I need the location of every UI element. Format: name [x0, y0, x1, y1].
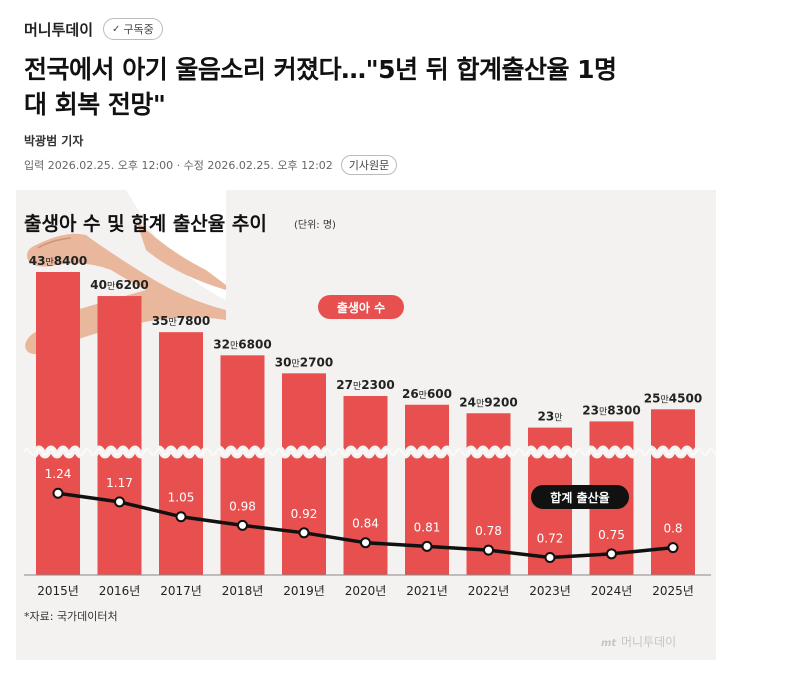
bar-value-label: 25만4500: [644, 391, 702, 405]
x-tick-label: 2021년: [406, 584, 448, 598]
tfr-point: [421, 540, 433, 552]
tfr-value-label: 0.98: [229, 499, 256, 513]
article-header: 머니투데이 ✓ 구독중 전국에서 아기 울음소리 커졌다…"5년 뒤 합계출산율…: [24, 18, 780, 175]
article-meta: 입력 2026.02.25. 오후 12:00 · 수정 2026.02.25.…: [24, 155, 780, 175]
tfr-value-label: 0.81: [414, 520, 441, 534]
tfr-value-label: 1.24: [45, 467, 72, 481]
tfr-point: [667, 542, 679, 554]
tfr-point: [237, 519, 248, 531]
bar-value-label: 23만: [538, 410, 563, 424]
x-tick-label: 2020년: [345, 584, 387, 598]
bar-value-label: 30만2700: [275, 355, 333, 369]
tfr-value-label: 0.72: [537, 532, 564, 546]
legend-births-badge: [318, 295, 404, 319]
check-icon: ✓: [112, 23, 121, 35]
bar-value-label: 27만2300: [336, 378, 394, 392]
chart-source: *자료: 국가데이터처: [24, 610, 118, 623]
tfr-point: [544, 552, 556, 564]
tfr-value-label: 1.17: [106, 476, 133, 490]
chart-unit: (단위: 명): [294, 218, 336, 231]
tfr-value-label: 0.84: [352, 517, 379, 531]
headline-line-2: 대 회복 전망": [24, 90, 166, 119]
headline-line-1: 전국에서 아기 울음소리 커졌다…"5년 뒤 합계출산율 1명: [24, 55, 617, 84]
bar: [220, 355, 265, 575]
reporter-name[interactable]: 박광범 기자: [24, 134, 84, 148]
x-tick-label: 2019년: [283, 584, 325, 598]
tfr-point: [175, 511, 187, 523]
article-dates: 입력 2026.02.25. 오후 12:00 · 수정 2026.02.25.…: [24, 159, 333, 172]
tfr-point: [606, 548, 617, 560]
tfr-value-label: 0.92: [291, 507, 318, 521]
tfr-value-label: 0.78: [475, 524, 502, 538]
x-tick-label: 2025년: [652, 584, 694, 598]
tfr-value-label: 1.05: [168, 491, 195, 505]
x-tick-label: 2017년: [160, 584, 202, 598]
tfr-point: [360, 537, 371, 549]
bar-value-label: 26만600: [402, 387, 452, 401]
tfr-point: [298, 527, 310, 539]
headline: 전국에서 아기 울음소리 커졌다…"5년 뒤 합계출산율 1명 대 회복 전망": [24, 52, 780, 122]
legend-tfr-label: 합계 출산율: [550, 490, 609, 505]
original-article-button[interactable]: 기사원문: [340, 155, 398, 175]
watermark: 머니투데이: [621, 635, 676, 649]
publisher-row: 머니투데이 ✓ 구독중: [24, 18, 780, 40]
chart-image: 출생아 수 및 합계 출산율 추이 (단위: 명) 43만8400 40만6200 35…: [16, 190, 716, 660]
x-tick-label: 2022년: [468, 584, 510, 598]
tfr-point: [114, 496, 125, 508]
tfr-point: [52, 487, 64, 499]
bar-value-label: 35만7800: [152, 314, 210, 328]
bar-value-label: 43만8400: [29, 254, 87, 268]
tfr-point: [483, 544, 494, 556]
legend-births-label: 출생아 수: [337, 300, 385, 315]
bar-value-label: 40만6200: [90, 278, 148, 292]
tfr-value-label: 0.75: [598, 528, 625, 542]
legend-tfr-badge: [531, 485, 629, 509]
x-tick-label: 2016년: [99, 584, 141, 598]
bar-value-label: 24만9200: [459, 395, 517, 409]
x-tick-label: 2023년: [529, 584, 571, 598]
x-tick-label: 2015년: [37, 584, 79, 598]
watermark-logo: mt: [601, 638, 617, 649]
x-tick-label: 2018년: [222, 584, 264, 598]
subscribe-button[interactable]: ✓ 구독중: [103, 18, 163, 40]
axis-break-line: [23, 448, 716, 456]
bar: [282, 373, 326, 575]
subscribe-label: 구독중: [123, 23, 154, 36]
chart-title: 출생아 수 및 합계 출산율 추이: [24, 213, 267, 235]
bar-value-label: 32만6800: [213, 337, 271, 351]
x-tick-label: 2024년: [591, 584, 633, 598]
bar-value-label: 23만8300: [582, 403, 640, 417]
bar: [97, 296, 142, 575]
tfr-value-label: 0.8: [663, 522, 682, 536]
bar: [36, 272, 80, 575]
publisher-name[interactable]: 머니투데이: [24, 20, 94, 39]
